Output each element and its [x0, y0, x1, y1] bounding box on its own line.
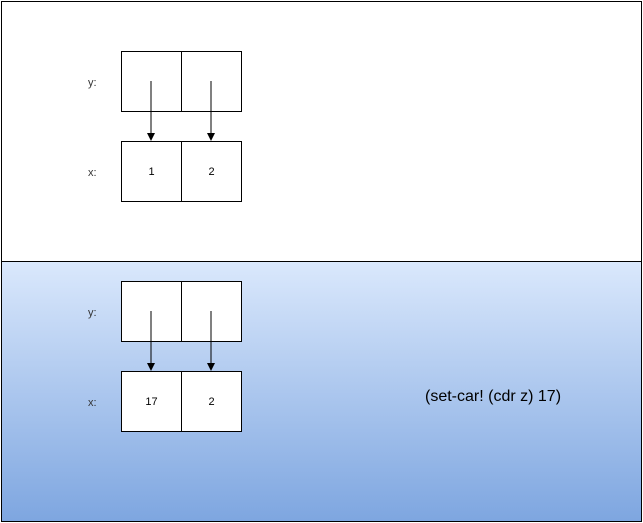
x-pair-car-cell-before: 1: [121, 141, 182, 202]
y-pair-car-cell-after: [121, 281, 182, 342]
x-label-before: x:: [88, 167, 97, 179]
after-panel: [1, 261, 642, 522]
y-pair-cdr-cell-after: [181, 281, 242, 342]
x-cdr-value-after: 2: [208, 395, 215, 408]
x-pair-cdr-cell-after: 2: [181, 371, 242, 432]
x-car-value-after: 17: [145, 395, 158, 408]
y-pair-cdr-cell-before: [181, 51, 242, 112]
y-label-after: y:: [88, 307, 97, 319]
x-pair-cdr-cell-before: 2: [181, 141, 242, 202]
x-car-value-before: 1: [148, 165, 155, 178]
before-panel: [1, 1, 642, 262]
y-pair-car-cell-before: [121, 51, 182, 112]
x-label-after: x:: [88, 397, 97, 409]
y-label-before: y:: [88, 77, 97, 89]
expression-label: (set-car! (cdr z) 17): [425, 388, 562, 405]
x-pair-car-cell-after: 17: [121, 371, 182, 432]
x-cdr-value-before: 2: [208, 165, 215, 178]
